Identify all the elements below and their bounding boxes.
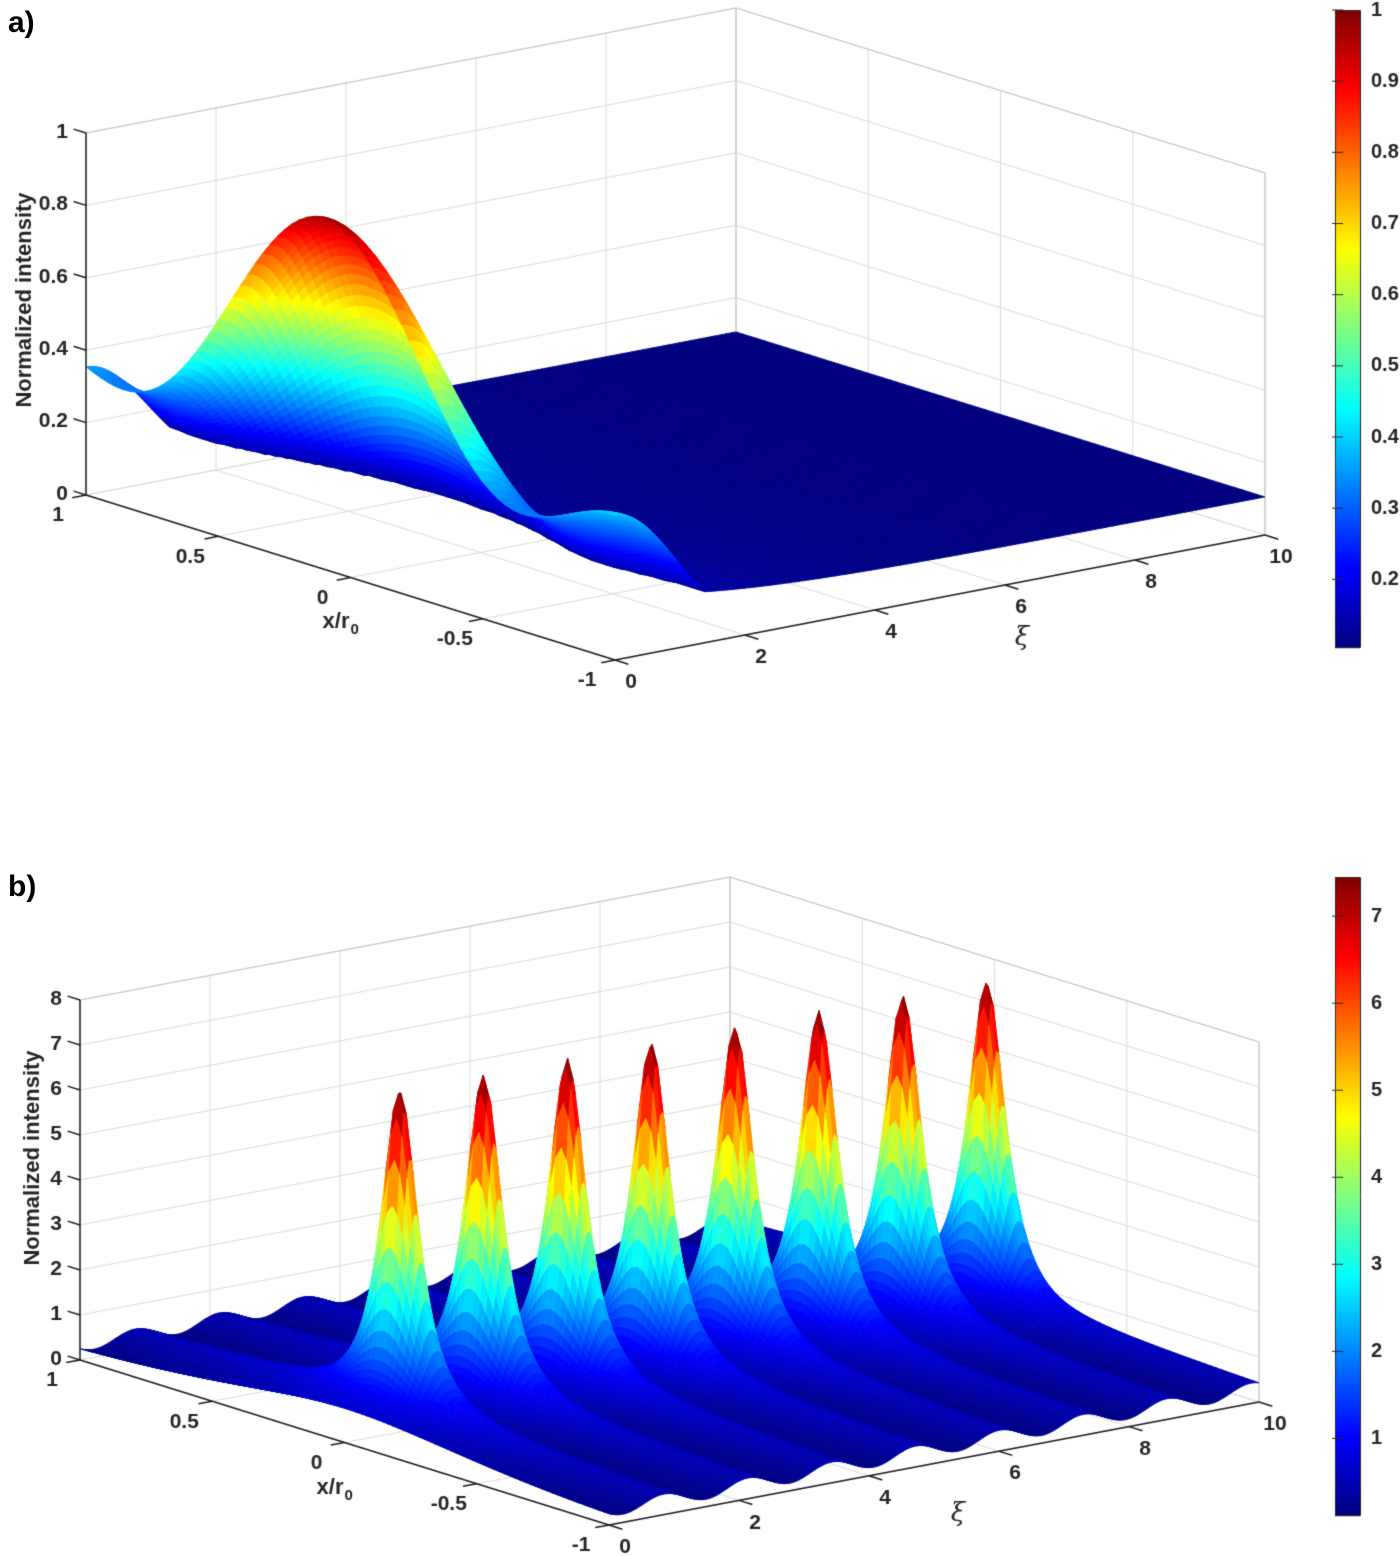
panel-label-a: a) — [8, 6, 35, 39]
panel-label-b: b) — [8, 870, 37, 903]
